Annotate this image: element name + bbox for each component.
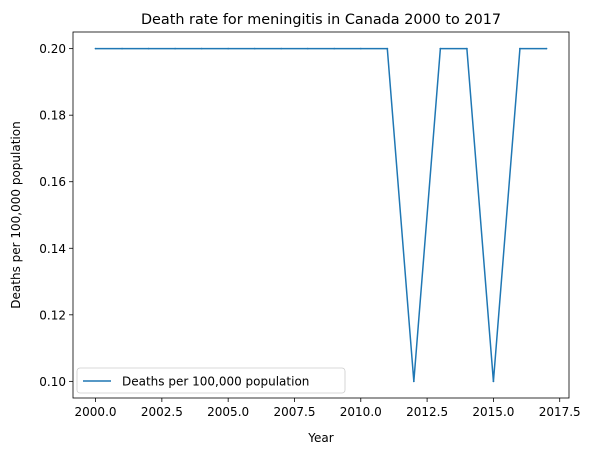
series-line <box>95 47 547 383</box>
y-tick-label: 0.16 <box>39 175 66 189</box>
data-point <box>519 47 521 50</box>
x-axis-ticks: 2000.0 2002.5 2005.0 2007.5 2010.0 2012.5 2015… <box>75 398 581 419</box>
data-point <box>412 380 415 383</box>
x-axis-label: Year <box>307 431 333 445</box>
data-point <box>253 47 256 50</box>
data-point <box>280 47 283 50</box>
x-tick-label: 2015.0 <box>472 405 514 419</box>
x-tick-label: 2000.0 <box>75 405 117 419</box>
y-tick-label: 0.18 <box>39 109 66 123</box>
data-point <box>174 47 177 50</box>
x-tick-label: 2002.5 <box>141 405 183 419</box>
data-point <box>306 47 309 50</box>
x-tick-label: 2012.5 <box>406 405 448 419</box>
data-point <box>359 47 362 50</box>
data-point <box>121 47 123 50</box>
plot-frame <box>72 31 570 399</box>
y-axis-label: Deaths per 100,000 population <box>9 121 23 308</box>
x-tick-label: 2017.5 <box>539 405 581 419</box>
y-tick-label: 0.10 <box>39 375 66 389</box>
series-layer <box>94 47 548 383</box>
data-point <box>333 47 336 50</box>
data-point <box>439 47 442 50</box>
data-point <box>94 47 97 50</box>
y-axis-ticks: 0.10 0.12 0.14 0.16 0.18 0.20 <box>39 42 73 389</box>
data-point <box>386 47 389 50</box>
plot-background <box>73 32 569 398</box>
y-tick-label: 0.12 <box>39 308 66 322</box>
x-tick-label: 2007.5 <box>273 405 315 419</box>
legend-label: Deaths per 100,000 population <box>122 375 309 389</box>
data-point <box>200 47 203 50</box>
data-point <box>227 47 230 50</box>
data-point <box>147 47 150 50</box>
data-point <box>545 47 548 50</box>
x-tick-label: 2005.0 <box>207 405 249 419</box>
data-point <box>492 380 495 383</box>
legend: Deaths per 100,000 population <box>76 367 346 394</box>
y-tick-label: 0.14 <box>39 242 66 256</box>
x-tick-label: 2010.0 <box>340 405 382 419</box>
legend-box <box>76 367 346 394</box>
chart-title: Death rate for meningitis in Canada 2000… <box>141 12 501 28</box>
y-tick-label: 0.20 <box>39 42 66 56</box>
data-point <box>465 47 468 50</box>
